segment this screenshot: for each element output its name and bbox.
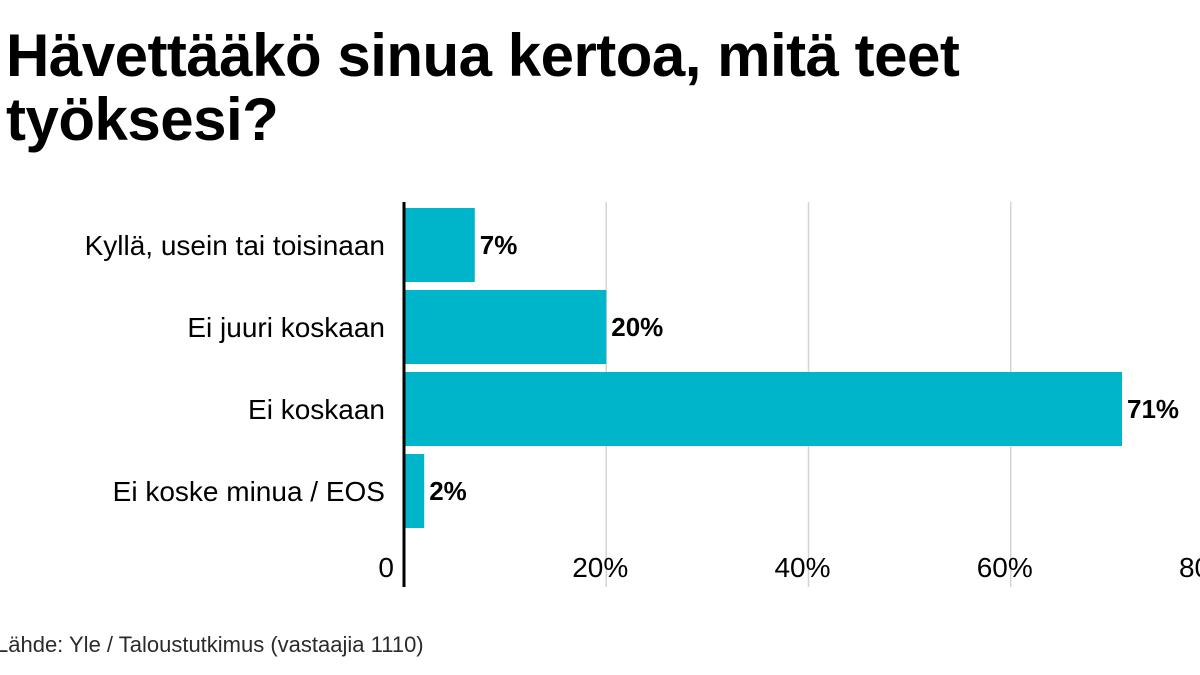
chart-title-line-2: työksesi? <box>6 86 279 153</box>
tick-label-0: 0 <box>378 552 394 583</box>
bar-3 <box>404 454 425 528</box>
value-label-1: 20% <box>611 312 663 342</box>
category-label-3: Ei koske minua / EOS <box>113 476 385 507</box>
bar-2 <box>404 372 1122 446</box>
category-label-1: Ei juuri koskaan <box>187 312 385 343</box>
tick-label-40: 40% <box>774 552 830 583</box>
chart-title-line-1: Hävettääkö sinua kertoa, mitä teet <box>6 22 960 89</box>
bar-0 <box>404 208 475 282</box>
value-label-2: 71% <box>1127 394 1179 424</box>
category-label-0: Kyllä, usein tai toisinaan <box>85 230 385 261</box>
source-note: Lähde: Yle / Taloustutkimus (vastaajia 1… <box>0 632 424 657</box>
bar-chart: Kyllä, usein tai toisinaan 7% Ei juuri kos… <box>85 202 1200 587</box>
bar-1 <box>404 290 607 364</box>
category-label-2: Ei koskaan <box>248 394 385 425</box>
value-label-0: 7% <box>480 230 518 260</box>
tick-label-20: 20% <box>572 552 628 583</box>
value-label-3: 2% <box>429 476 467 506</box>
chart-title: Hävettääkö sinua kertoa, mitä teet työks… <box>6 24 1186 152</box>
tick-label-60: 60% <box>977 552 1033 583</box>
tick-label-80: 80% <box>1179 552 1200 583</box>
